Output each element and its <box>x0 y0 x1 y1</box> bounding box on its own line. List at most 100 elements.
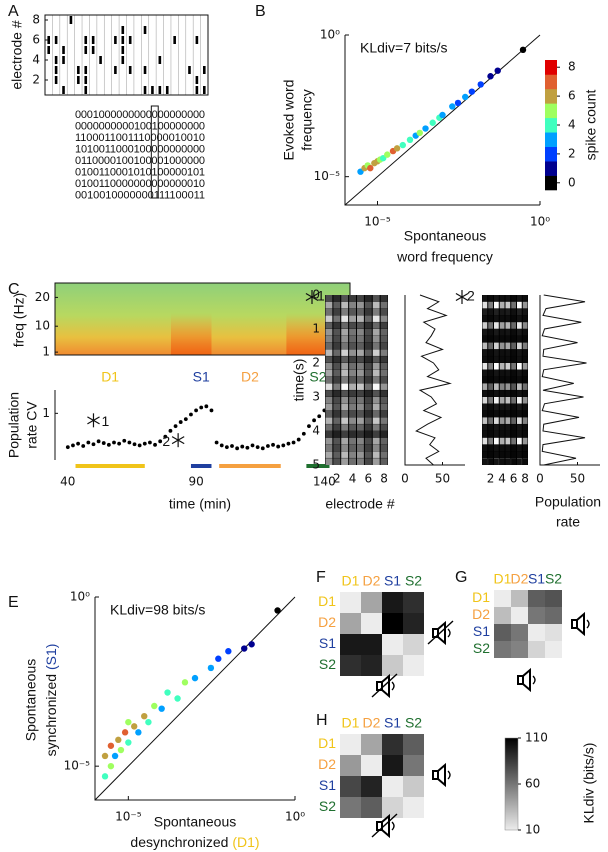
matrix-cell <box>340 592 361 613</box>
heatmap-cell <box>349 451 356 458</box>
y-axis-label: Spontaneous <box>23 659 39 742</box>
x-tick-label: 10⁻⁵ <box>364 215 391 229</box>
matrix-cell <box>340 755 361 776</box>
raster-tick <box>173 36 176 44</box>
heatmap-cell <box>325 376 333 384</box>
raster-tick <box>62 86 65 94</box>
heatmap-cell <box>364 329 372 336</box>
heatmap-cell <box>349 410 356 418</box>
heatmap-cell <box>372 437 380 445</box>
colorbar-cell <box>545 60 557 75</box>
heatmap-cell <box>341 417 349 424</box>
point <box>101 773 109 780</box>
heatmap-cell <box>488 369 493 377</box>
heatmap-cell <box>357 322 364 329</box>
binary-word: 1010011000100000000000 <box>75 143 205 155</box>
cv-point <box>76 441 80 446</box>
cv-point <box>178 420 183 424</box>
heatmap-cell <box>505 376 511 384</box>
heatmap-cell <box>488 444 493 452</box>
heatmap-cell <box>488 383 493 390</box>
matrix-cell <box>361 592 382 613</box>
heatmap-cell <box>325 383 333 390</box>
cv-point <box>266 444 270 448</box>
heatmap-cell <box>511 383 516 390</box>
heatmap-cell <box>482 342 488 350</box>
heatmap-cell <box>349 437 356 445</box>
heatmap-cell <box>499 410 505 418</box>
heatmap-cell <box>482 315 488 322</box>
heatmap-cell <box>364 295 372 302</box>
matrix-cell <box>340 613 361 634</box>
heatmap-cell <box>482 383 488 390</box>
raster-tick <box>158 56 162 64</box>
heatmap-cell <box>505 417 511 424</box>
heatmap-cell <box>325 424 333 431</box>
heatmap-cell <box>372 356 380 363</box>
raster-tick <box>202 86 206 94</box>
heatmap-cell <box>505 369 511 377</box>
y-tick-label: 10⁰ <box>320 28 340 42</box>
heatmap-cell <box>505 315 511 322</box>
heatmap-cell <box>499 342 505 350</box>
matrix-cell <box>545 641 562 658</box>
heatmap-cell <box>325 431 333 438</box>
heatmap-cell <box>325 342 333 350</box>
heatmap-cell <box>380 349 388 356</box>
speaker-icon <box>517 667 536 693</box>
column-label: S1 <box>384 715 401 731</box>
y-tick-label: 1 <box>42 345 50 359</box>
speaker-wave <box>447 770 451 780</box>
heatmap-cell <box>380 383 388 390</box>
heatmap-cell <box>517 383 522 390</box>
cv-point <box>307 424 311 429</box>
heatmap-cell <box>380 369 388 377</box>
point <box>274 607 281 614</box>
heatmap-cell <box>341 356 349 363</box>
heatmap-cell <box>511 397 516 404</box>
heatmap-cell <box>511 431 516 438</box>
x-tick-label: 6 <box>510 472 518 486</box>
heatmap-cell <box>499 451 505 458</box>
heatmap-cell <box>333 403 341 411</box>
x-axis-label: electrode # <box>325 496 394 512</box>
cv-point <box>81 444 86 448</box>
heatmap-cell <box>488 308 493 316</box>
heatmap-cell <box>325 369 333 377</box>
heatmap-cell <box>341 431 349 438</box>
y-axis-label: freq (Hz) <box>11 293 27 347</box>
heatmap-cell <box>505 437 511 445</box>
heatmap-cell <box>372 403 380 411</box>
row-label: S2 <box>473 640 490 656</box>
series-label: 1 <box>317 288 325 304</box>
heatmap-cell <box>341 424 349 431</box>
heatmap-cell <box>325 397 333 404</box>
x-axis-label: desynchronized (D1) <box>130 834 259 850</box>
heatmap-cell <box>494 301 499 309</box>
heatmap-cell <box>494 458 499 465</box>
rate-label: rate <box>556 514 580 530</box>
matrix-cell <box>403 776 424 797</box>
heatmap-cell <box>517 301 522 309</box>
heatmap-cell <box>499 417 505 424</box>
heatmap-cell <box>511 356 516 363</box>
heatmap-cell <box>482 308 488 316</box>
matrix-cell <box>340 655 361 676</box>
heatmap-cell <box>333 431 341 438</box>
raster-tick <box>91 36 95 44</box>
cv-point <box>240 444 245 449</box>
cv-point <box>101 441 106 445</box>
matrix-cell <box>494 641 511 658</box>
heatmap-cell <box>522 424 528 431</box>
cv-point <box>286 441 291 446</box>
asterisk <box>455 290 469 304</box>
heatmap-cell <box>494 369 499 377</box>
row-label: S2 <box>319 656 336 672</box>
speaker-wave <box>586 619 590 629</box>
heatmap-cell <box>380 308 388 316</box>
y-tick-label: 1 <box>312 322 320 336</box>
heatmap-cell <box>349 417 356 424</box>
heatmap-cell <box>349 329 356 336</box>
raster-tick <box>62 56 65 64</box>
heatmap-cell <box>341 322 349 329</box>
